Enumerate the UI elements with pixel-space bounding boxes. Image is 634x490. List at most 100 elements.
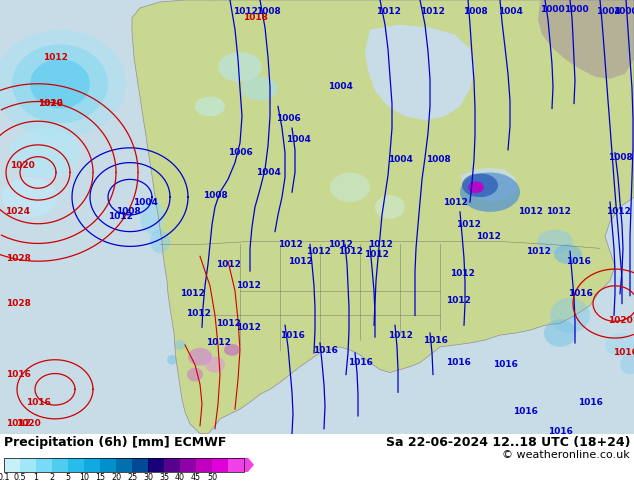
Polygon shape bbox=[150, 230, 170, 253]
Text: 1016: 1016 bbox=[493, 360, 517, 369]
Polygon shape bbox=[375, 195, 405, 219]
Polygon shape bbox=[242, 77, 278, 100]
Text: 1012: 1012 bbox=[236, 281, 261, 290]
Text: 1012: 1012 bbox=[6, 419, 30, 428]
Text: © weatheronline.co.uk: © weatheronline.co.uk bbox=[502, 450, 630, 460]
Polygon shape bbox=[605, 333, 634, 357]
Polygon shape bbox=[0, 29, 126, 138]
Polygon shape bbox=[330, 172, 370, 202]
Text: 1020: 1020 bbox=[37, 99, 62, 108]
Text: 1008: 1008 bbox=[115, 207, 140, 217]
Text: 1012: 1012 bbox=[278, 240, 302, 249]
Text: 1012: 1012 bbox=[420, 7, 444, 16]
Text: 1012: 1012 bbox=[42, 52, 67, 62]
Polygon shape bbox=[550, 297, 590, 333]
Polygon shape bbox=[10, 128, 80, 177]
Text: 1016: 1016 bbox=[567, 289, 592, 298]
FancyArrow shape bbox=[244, 458, 254, 472]
Text: 5: 5 bbox=[65, 473, 70, 482]
Polygon shape bbox=[537, 230, 573, 253]
Text: 1008: 1008 bbox=[607, 153, 632, 162]
Text: 0.1: 0.1 bbox=[0, 473, 10, 482]
Text: 1016: 1016 bbox=[280, 331, 304, 340]
Bar bbox=[116, 458, 132, 472]
Text: 30: 30 bbox=[143, 473, 153, 482]
Text: 1028: 1028 bbox=[6, 254, 30, 263]
Polygon shape bbox=[174, 340, 186, 350]
Text: 1012: 1012 bbox=[288, 257, 313, 266]
Bar bbox=[100, 458, 116, 472]
Polygon shape bbox=[205, 357, 225, 372]
Polygon shape bbox=[30, 59, 90, 108]
Text: 1012: 1012 bbox=[337, 247, 363, 256]
Text: 2: 2 bbox=[49, 473, 55, 482]
Polygon shape bbox=[2, 177, 58, 217]
Text: 1004: 1004 bbox=[498, 7, 522, 16]
Text: Sa 22-06-2024 12..18 UTC (18+24): Sa 22-06-2024 12..18 UTC (18+24) bbox=[385, 436, 630, 449]
Text: 1012: 1012 bbox=[216, 260, 240, 269]
Text: 1012: 1012 bbox=[443, 197, 467, 207]
Text: 1004: 1004 bbox=[285, 135, 311, 145]
Text: 1012: 1012 bbox=[179, 289, 204, 298]
Text: 1006: 1006 bbox=[276, 114, 301, 123]
Polygon shape bbox=[460, 172, 520, 212]
Text: 1012: 1012 bbox=[546, 207, 571, 217]
Polygon shape bbox=[140, 199, 164, 235]
Polygon shape bbox=[554, 245, 582, 264]
Bar bbox=[228, 458, 244, 472]
Polygon shape bbox=[132, 0, 634, 434]
Text: 1012: 1012 bbox=[233, 7, 257, 16]
Text: 1000: 1000 bbox=[612, 7, 634, 16]
Text: 1004: 1004 bbox=[387, 155, 413, 164]
Bar bbox=[212, 458, 228, 472]
Text: 1012: 1012 bbox=[387, 331, 413, 340]
Text: 1012: 1012 bbox=[446, 296, 470, 305]
Polygon shape bbox=[620, 355, 634, 374]
Polygon shape bbox=[218, 52, 262, 82]
Text: 1012: 1012 bbox=[375, 7, 401, 16]
Bar bbox=[68, 458, 84, 472]
Text: 1012: 1012 bbox=[456, 220, 481, 229]
Text: 1008: 1008 bbox=[463, 7, 488, 16]
Text: 1004: 1004 bbox=[595, 7, 621, 16]
Text: 1016: 1016 bbox=[612, 348, 634, 357]
Bar bbox=[36, 458, 52, 472]
Text: 1004: 1004 bbox=[328, 82, 353, 91]
Text: 1024: 1024 bbox=[6, 207, 30, 217]
Text: 50: 50 bbox=[207, 473, 217, 482]
Text: 1016: 1016 bbox=[313, 346, 337, 355]
Text: 1004: 1004 bbox=[133, 197, 157, 207]
Text: 25: 25 bbox=[127, 473, 137, 482]
Text: 1020: 1020 bbox=[10, 161, 34, 170]
Bar bbox=[164, 458, 180, 472]
Polygon shape bbox=[224, 344, 240, 356]
Text: 1012: 1012 bbox=[517, 207, 543, 217]
Text: 35: 35 bbox=[159, 473, 169, 482]
Text: 1004: 1004 bbox=[256, 168, 280, 177]
Bar bbox=[196, 458, 212, 472]
Bar bbox=[132, 458, 148, 472]
Polygon shape bbox=[460, 168, 518, 202]
Text: 1012: 1012 bbox=[108, 212, 133, 221]
Text: 1012: 1012 bbox=[476, 232, 500, 241]
Text: 1016: 1016 bbox=[566, 257, 590, 266]
Polygon shape bbox=[188, 348, 212, 366]
Text: 1008: 1008 bbox=[425, 155, 450, 164]
Polygon shape bbox=[468, 181, 484, 193]
Text: 1016: 1016 bbox=[548, 427, 573, 436]
Text: 1012: 1012 bbox=[363, 250, 389, 259]
Bar bbox=[4, 458, 244, 472]
Text: 1012: 1012 bbox=[205, 339, 230, 347]
Bar bbox=[52, 458, 68, 472]
Text: 1020: 1020 bbox=[607, 316, 632, 325]
Text: 1016: 1016 bbox=[37, 99, 62, 108]
Text: 45: 45 bbox=[191, 473, 201, 482]
Text: 20: 20 bbox=[111, 473, 121, 482]
Text: 1008: 1008 bbox=[256, 7, 280, 16]
Text: 1016: 1016 bbox=[446, 358, 470, 367]
Text: 1016: 1016 bbox=[578, 397, 602, 407]
Polygon shape bbox=[167, 355, 177, 365]
Bar bbox=[84, 458, 100, 472]
Text: 1016: 1016 bbox=[6, 370, 30, 379]
Text: 1020: 1020 bbox=[16, 419, 41, 428]
